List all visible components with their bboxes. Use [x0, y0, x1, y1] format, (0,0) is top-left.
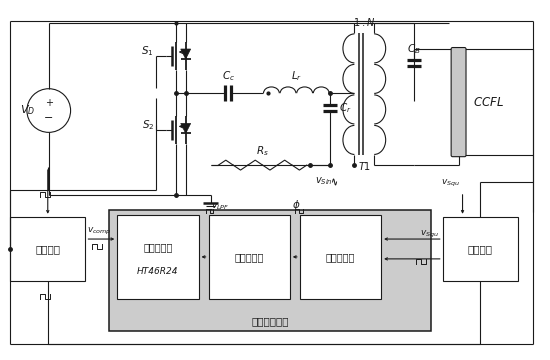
Text: $S_2$: $S_2$ [141, 118, 154, 132]
Text: 鎖相迴路電路: 鎖相迴路電路 [251, 316, 289, 326]
Polygon shape [181, 123, 191, 133]
Text: $v_{Squ}$: $v_{Squ}$ [420, 229, 439, 240]
Text: 相位鑑別器: 相位鑑別器 [326, 252, 355, 262]
Text: $L_r$: $L_r$ [291, 69, 302, 83]
Text: $C_B$: $C_B$ [407, 42, 421, 56]
Bar [443, 217, 518, 281]
Text: $\phi$: $\phi$ [292, 198, 300, 212]
Bar [208, 215, 290, 299]
Text: $1:N$: $1:N$ [353, 16, 376, 28]
Text: $v_{Sin}$: $v_{Sin}$ [315, 175, 333, 187]
Bar [10, 217, 85, 281]
Text: $v_{comp}$: $v_{comp}$ [87, 226, 112, 237]
Text: $CCFL$: $CCFL$ [474, 96, 504, 109]
Text: 整形電路: 整形電路 [468, 244, 493, 254]
Text: 低通滤波器: 低通滤波器 [234, 252, 264, 262]
Text: $C_c$: $C_c$ [222, 69, 235, 83]
Bar [109, 210, 431, 331]
Text: $T1$: $T1$ [358, 160, 371, 172]
Bar [300, 215, 381, 299]
Text: 驅動電路: 驅動電路 [35, 244, 60, 254]
Text: −: − [44, 113, 53, 123]
Bar [117, 215, 199, 299]
Text: $v_{Squ}$: $v_{Squ}$ [442, 178, 460, 189]
Text: V$_D$: V$_D$ [20, 104, 35, 117]
Text: +: + [45, 98, 53, 108]
Text: $S_1$: $S_1$ [141, 44, 154, 58]
Text: $C_r$: $C_r$ [338, 101, 351, 115]
FancyBboxPatch shape [451, 48, 466, 157]
Text: $v_{LPF}$: $v_{LPF}$ [211, 201, 229, 212]
Polygon shape [181, 49, 191, 59]
Text: $R_s$: $R_s$ [256, 144, 269, 158]
Text: 壓控振盪器: 壓控振盪器 [143, 242, 173, 252]
Text: HT46R24: HT46R24 [137, 267, 179, 276]
